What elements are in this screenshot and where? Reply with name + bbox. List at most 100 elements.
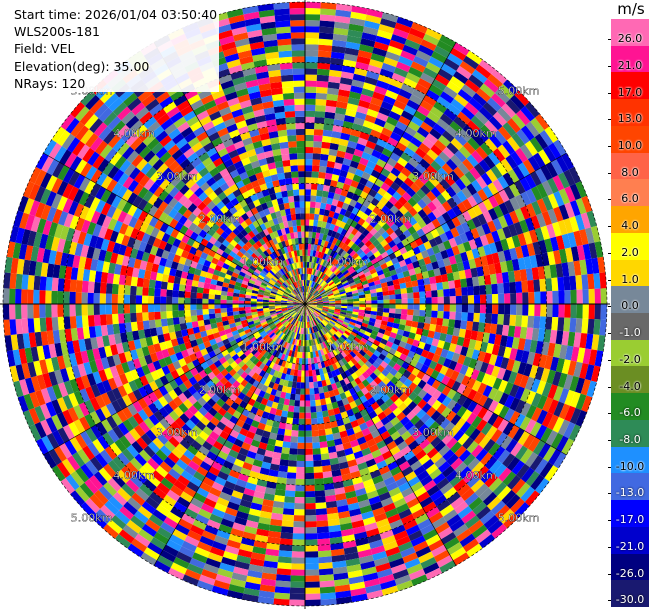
velocity-gate bbox=[362, 185, 372, 195]
velocity-gate bbox=[316, 514, 328, 522]
velocity-gate bbox=[499, 335, 508, 347]
velocity-gate bbox=[347, 29, 363, 39]
velocity-gate bbox=[431, 51, 447, 64]
velocity-gate bbox=[470, 330, 478, 341]
velocity-gate bbox=[314, 110, 326, 118]
velocity-gate bbox=[553, 401, 565, 418]
velocity-gate bbox=[390, 131, 402, 142]
velocity-gate bbox=[431, 79, 447, 92]
velocity-gate bbox=[361, 236, 370, 245]
velocity-gate bbox=[273, 598, 290, 606]
velocity-gate bbox=[475, 64, 492, 79]
velocity-gate bbox=[415, 50, 432, 62]
velocity-gate bbox=[323, 117, 335, 126]
velocity-gate bbox=[349, 281, 356, 287]
velocity-gate bbox=[474, 236, 484, 249]
velocity-gate bbox=[396, 329, 405, 336]
velocity-gate bbox=[574, 214, 586, 231]
velocity-gate bbox=[428, 84, 444, 97]
velocity-gate bbox=[69, 304, 76, 317]
velocity-gate bbox=[446, 378, 456, 389]
velocity-gate bbox=[429, 345, 438, 354]
velocity-gate bbox=[322, 306, 329, 310]
velocity-gate bbox=[297, 442, 305, 449]
velocity-gate bbox=[346, 247, 354, 255]
velocity-gate bbox=[335, 219, 342, 227]
velocity-gate bbox=[327, 87, 340, 96]
velocity-gate bbox=[345, 314, 352, 319]
velocity-gate bbox=[323, 178, 332, 186]
velocity-gate bbox=[57, 291, 64, 304]
velocity-gate bbox=[328, 75, 341, 84]
velocity-gate bbox=[406, 314, 414, 322]
velocity-gate bbox=[516, 129, 530, 145]
velocity-gate bbox=[455, 224, 466, 236]
velocity-gate bbox=[305, 299, 310, 304]
velocity-gate bbox=[81, 292, 88, 304]
velocity-gate bbox=[314, 123, 324, 130]
velocity-gate bbox=[322, 253, 328, 260]
velocity-gate bbox=[573, 361, 583, 378]
velocity-gate bbox=[425, 304, 432, 311]
velocity-gate bbox=[369, 333, 377, 340]
velocity-gate bbox=[293, 406, 300, 413]
velocity-gate bbox=[478, 275, 486, 286]
velocity-gate bbox=[437, 355, 446, 366]
velocity-gate bbox=[449, 288, 456, 297]
velocity-gate bbox=[423, 277, 431, 286]
velocity-gate bbox=[317, 544, 331, 552]
velocity-gate bbox=[413, 304, 420, 311]
velocity-gate bbox=[343, 223, 351, 231]
velocity-gate bbox=[591, 257, 600, 274]
velocity-gate bbox=[136, 321, 144, 331]
velocity-gate bbox=[196, 304, 203, 310]
velocity-gate bbox=[318, 32, 334, 40]
velocity-gate bbox=[409, 345, 418, 354]
velocity-gate bbox=[336, 255, 344, 262]
velocity-gate bbox=[317, 62, 331, 70]
velocity-gate bbox=[357, 241, 365, 249]
velocity-gate bbox=[21, 289, 28, 304]
velocity-gate bbox=[383, 299, 390, 304]
velocity-gate bbox=[337, 234, 345, 242]
velocity-gate bbox=[338, 241, 345, 249]
velocity-gate bbox=[394, 227, 403, 237]
velocity-gate bbox=[99, 304, 106, 315]
velocity-gate bbox=[368, 102, 381, 113]
velocity-gate bbox=[397, 157, 408, 168]
velocity-gate bbox=[324, 275, 330, 282]
velocity-gate bbox=[532, 352, 542, 367]
velocity-gate bbox=[314, 490, 326, 498]
velocity-gate bbox=[294, 490, 305, 498]
velocity-gate bbox=[27, 289, 34, 304]
velocity-gate bbox=[408, 27, 426, 40]
velocity-gate bbox=[502, 122, 517, 137]
velocity-gate bbox=[474, 359, 484, 372]
velocity-gate bbox=[232, 304, 239, 308]
velocity-gate bbox=[337, 95, 349, 104]
velocity-gate bbox=[358, 251, 367, 259]
velocity-gate bbox=[307, 273, 310, 281]
velocity-gate bbox=[340, 295, 347, 299]
velocity-gate bbox=[147, 295, 155, 304]
velocity-gate bbox=[305, 563, 319, 570]
velocity-gate bbox=[431, 338, 440, 347]
velocity-gate bbox=[373, 41, 389, 52]
velocity-gate bbox=[407, 350, 416, 359]
velocity-gate bbox=[569, 407, 582, 425]
velocity-gate bbox=[376, 291, 384, 297]
velocity-gate bbox=[322, 135, 332, 143]
velocity-gate bbox=[568, 166, 581, 184]
velocity-gate bbox=[547, 384, 558, 400]
velocity-gate bbox=[451, 380, 462, 392]
velocity-gate bbox=[437, 167, 449, 179]
velocity-gate bbox=[477, 382, 488, 395]
velocity-gate bbox=[441, 375, 451, 386]
velocity-gate bbox=[360, 276, 368, 283]
velocity-gate bbox=[368, 254, 376, 262]
velocity-gate bbox=[340, 309, 347, 313]
velocity-gate bbox=[411, 167, 423, 179]
velocity-gate bbox=[504, 293, 511, 304]
velocity-gate bbox=[345, 263, 352, 270]
velocity-gate bbox=[320, 147, 330, 155]
